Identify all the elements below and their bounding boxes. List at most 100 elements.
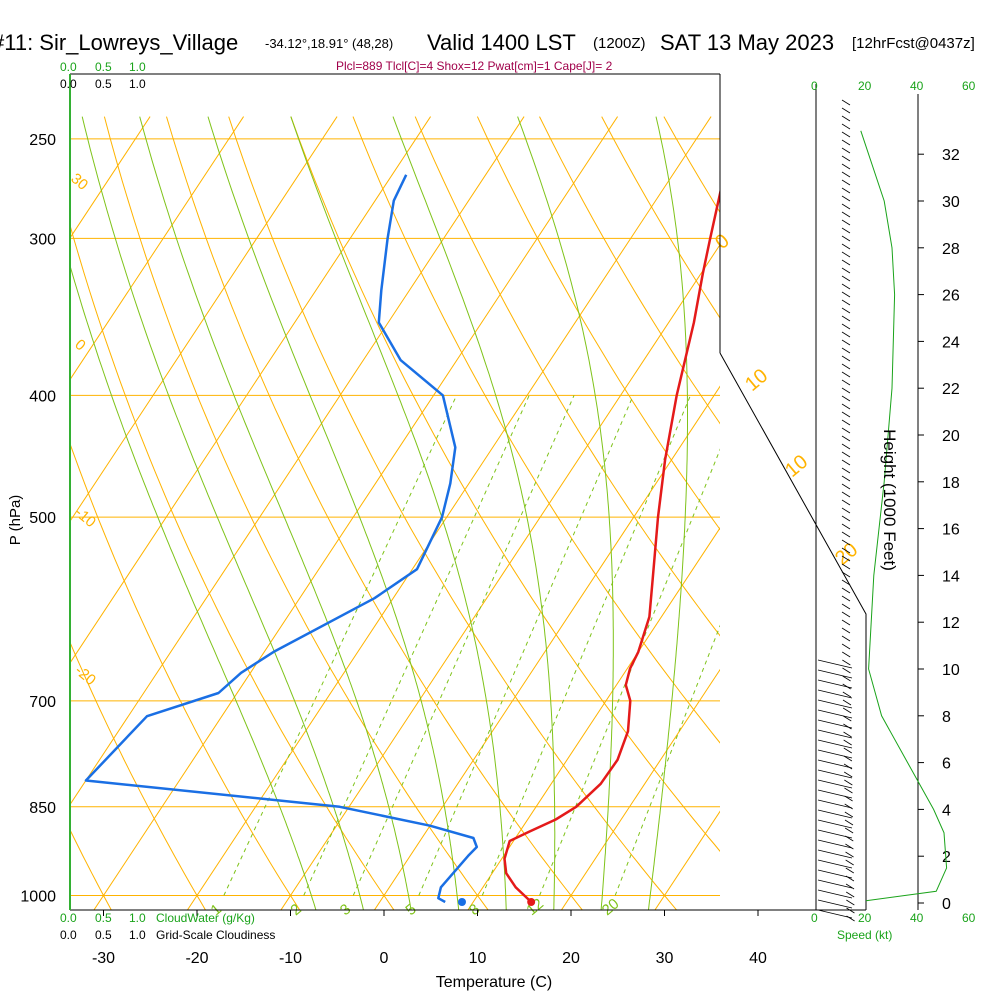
header-date: SAT 13 May 2023: [660, 30, 834, 55]
wind-barb: [841, 283, 851, 290]
wind-barb: [843, 763, 853, 770]
p-tick-label: 1000: [20, 889, 56, 906]
header-valid: Valid 1400 LST: [427, 30, 576, 55]
wind-barb: [841, 419, 851, 426]
wind-barb: [817, 899, 853, 909]
mixing-ratio-line: [481, 395, 691, 896]
cloudwater-tick-top-1: 0.5: [95, 60, 112, 74]
isotherm-line: [560, 668, 720, 910]
wind-barb: [817, 889, 853, 899]
wind-barb: [841, 523, 851, 530]
header-zulu: (1200Z): [593, 35, 646, 52]
x-tick-label: -20: [185, 950, 208, 967]
speed-tick-bottom-2: 40: [910, 911, 924, 925]
cloudiness-tick-bottom-0: 0.0: [60, 928, 77, 942]
wind-speed-profile: [860, 130, 948, 902]
mixing-ratio-line: [539, 448, 720, 896]
wind-barb: [841, 627, 851, 634]
isotherm-line: [70, 116, 245, 381]
wind-barb: [841, 539, 851, 546]
isotherm-line: [740, 117, 1000, 923]
wind-barb: [817, 849, 853, 859]
wind-barb: [844, 787, 853, 794]
wind-barb: [843, 755, 853, 762]
x-axis-title: Temperature (C): [436, 974, 552, 991]
wind-barb: [817, 809, 853, 819]
wind-barb: [846, 907, 855, 914]
height-tick-label: 14: [942, 568, 960, 585]
height-tick-label: 0: [942, 896, 951, 913]
dry-adiabat: [414, 116, 720, 637]
speed-tick-top-0: 0: [811, 79, 818, 93]
wind-barb: [844, 819, 854, 826]
wind-barb: [841, 515, 851, 522]
wind-barb: [841, 147, 851, 154]
mixing-ratio-line: [223, 395, 458, 896]
wind-barb: [817, 789, 853, 799]
header-forecast: [12hrFcst@0437z]: [852, 35, 975, 52]
dry-adiabat: [539, 116, 720, 425]
wind-barb: [817, 759, 853, 769]
cloudwater-tick-top-2: 1.0: [129, 60, 146, 74]
wind-barb: [817, 719, 853, 729]
surface-temperature-marker: [527, 898, 536, 907]
height-tick-label: 4: [942, 802, 951, 819]
wind-barb: [817, 729, 853, 739]
wind-barb: [841, 203, 851, 210]
isotherm-line: [70, 116, 338, 523]
wind-barb: [842, 659, 851, 666]
x-tick-label: 20: [562, 950, 580, 967]
speed-tick-top-1: 20: [858, 79, 872, 93]
dry-adiabat: [103, 116, 489, 910]
cloudwater-tick-bottom-1: 0.5: [95, 911, 112, 925]
wind-barb: [841, 243, 851, 250]
cloudiness-tick-top-0: 0.0: [60, 77, 77, 91]
isotherm-line: [186, 116, 712, 910]
plot-frame: [69, 73, 867, 911]
wind-barb: [841, 323, 851, 330]
isotherm-line: [834, 117, 1000, 923]
dry-adiabat-label: -20: [71, 662, 99, 689]
cloudiness-tick-top-2: 1.0: [129, 77, 146, 91]
wind-barb: [817, 689, 853, 699]
wind-barb: [841, 171, 851, 178]
moist-adiabat: [139, 116, 412, 910]
wind-barb: [845, 867, 855, 874]
p-tick-label: 500: [29, 510, 56, 527]
wind-barb: [841, 459, 851, 466]
wind-barb: [841, 499, 851, 506]
wind-barb: [841, 347, 851, 354]
wind-barb: [843, 731, 852, 738]
dry-adiabat: [70, 223, 395, 910]
wind-barb: [841, 507, 851, 514]
wind-barb: [817, 819, 853, 829]
dry-adiabat: [476, 116, 720, 531]
wind-barb: [843, 747, 853, 754]
moist-adiabat: [70, 263, 317, 910]
dry-adiabat-label: 10: [741, 365, 772, 396]
wind-barb: [842, 707, 852, 714]
wind-barb: [817, 669, 853, 679]
isotherm-line: [70, 116, 432, 664]
wind-barb: [842, 691, 852, 698]
wind-barb: [841, 179, 851, 186]
mixing-ratio-line: [303, 395, 530, 896]
header-station: #11: Sir_Lowreys_Village: [0, 30, 238, 55]
isotherm-line: [70, 116, 525, 806]
p-tick-label: 300: [29, 231, 56, 248]
x-tick-label: -10: [279, 950, 302, 967]
frame-slant: [719, 352, 867, 910]
wind-barb: [841, 563, 851, 570]
cloudiness-tick-bottom-1: 0.5: [95, 928, 112, 942]
dry-adiabat: [70, 641, 207, 910]
wind-barb: [841, 291, 851, 298]
wind-barb: [841, 275, 851, 282]
wind-barb: [841, 619, 851, 626]
height-tick-label: 6: [942, 756, 951, 773]
dewpoint-trace: [84, 174, 479, 904]
wind-barb: [841, 211, 851, 218]
mixing-ratio-line: [352, 395, 575, 896]
height-tick-label: 12: [942, 615, 960, 632]
wind-barb: [842, 699, 852, 706]
moist-adiabat: [81, 116, 364, 910]
